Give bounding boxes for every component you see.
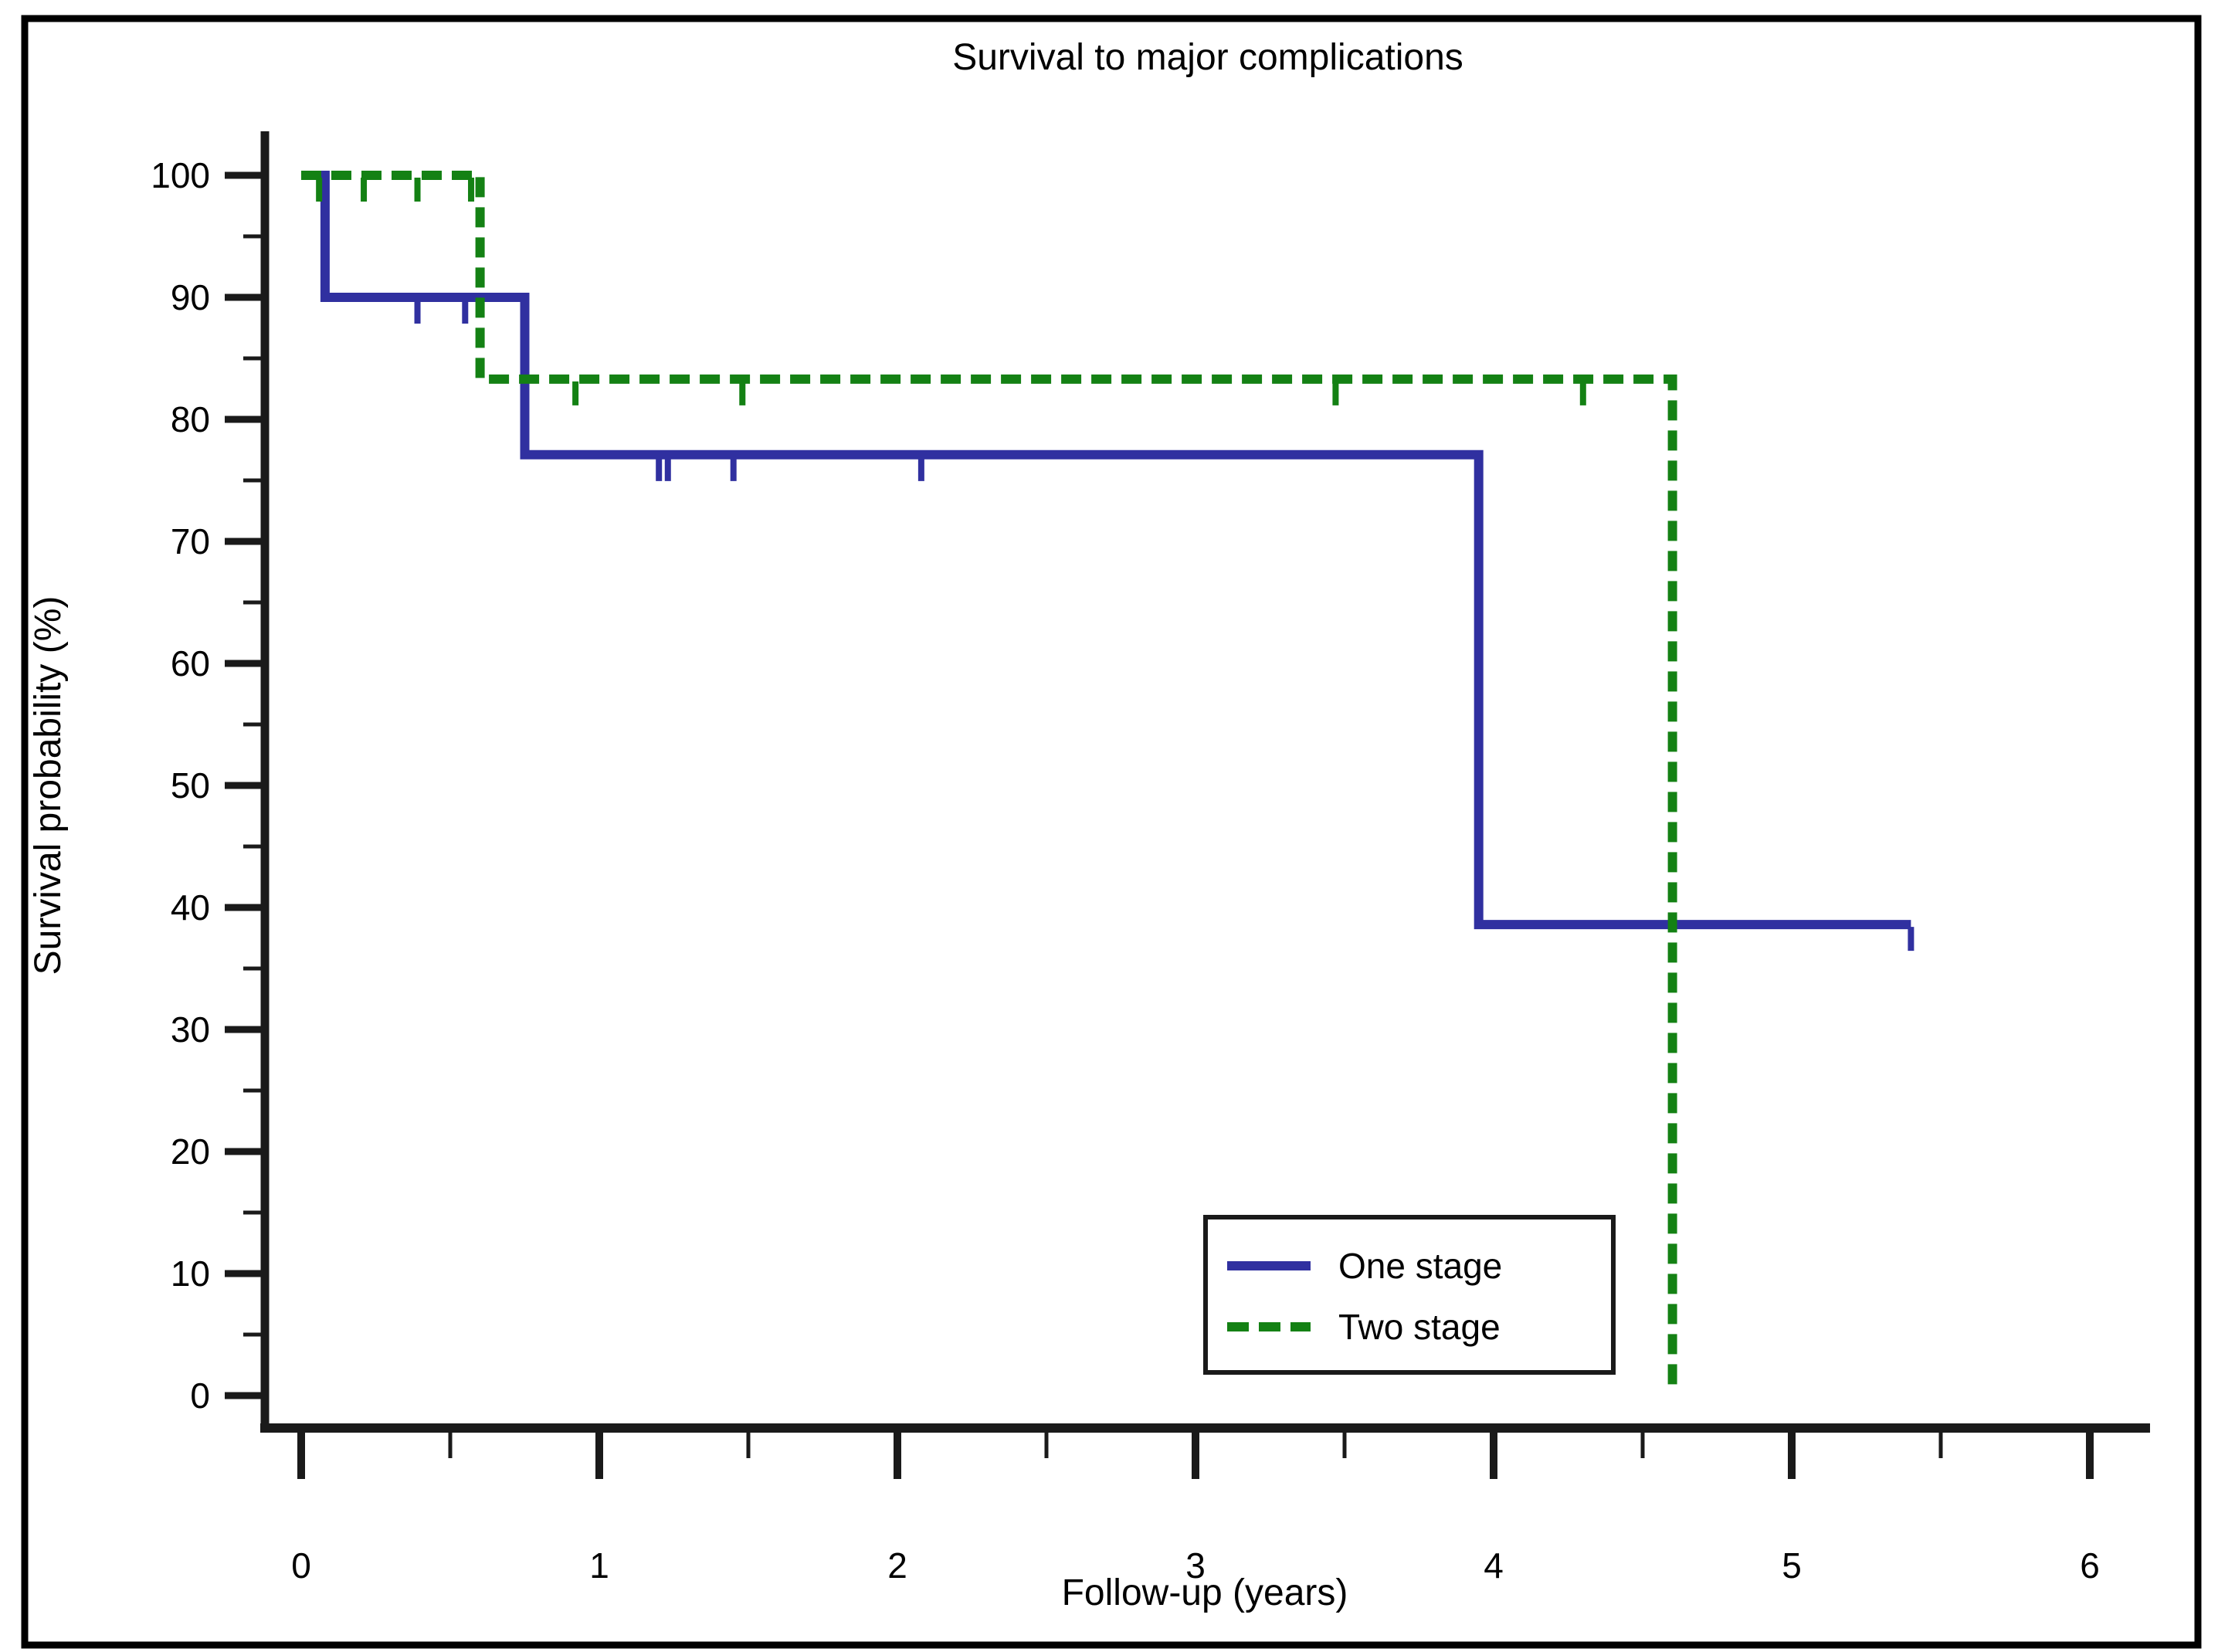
- y-axis-title: Survival probability (%): [28, 596, 69, 975]
- two-stage-curve: [301, 171, 1677, 1390]
- x-tick-label: 6: [2080, 1545, 2100, 1586]
- y-tick-label: 50: [171, 765, 210, 806]
- y-tick-label: 100: [151, 155, 210, 195]
- one-stage-curve: [301, 171, 1911, 930]
- y-tick-label: 40: [171, 887, 210, 928]
- legend-label-one-stage: One stage: [1338, 1246, 1502, 1286]
- x-tick-label: 1: [589, 1545, 609, 1586]
- y-tick-label: 90: [171, 277, 210, 317]
- x-tick-label: 4: [1484, 1545, 1504, 1586]
- survival-curves: [301, 171, 1914, 1390]
- y-tick-label: 30: [171, 1009, 210, 1050]
- figure-border: [21, 15, 2202, 1649]
- x-tick-label: 5: [1782, 1545, 1802, 1586]
- y-tick-label: 70: [171, 521, 210, 561]
- y-tick-label: 80: [171, 399, 210, 439]
- chart-title: Survival to major complications: [952, 37, 1463, 78]
- legend: One stage Two stage: [1203, 1215, 1616, 1375]
- legend-label-two-stage: Two stage: [1338, 1307, 1501, 1347]
- x-tick-label: 0: [291, 1545, 311, 1586]
- y-tick-label: 0: [190, 1376, 210, 1416]
- y-tick-label: 20: [171, 1131, 210, 1172]
- x-tick-label: 2: [887, 1545, 907, 1586]
- x-tick-label: 3: [1185, 1545, 1206, 1586]
- x-axis-title: Follow-up (years): [1062, 1572, 1348, 1613]
- legend-box: [1203, 1215, 1616, 1375]
- y-tick-label: 60: [171, 643, 210, 684]
- y-tick-label: 10: [171, 1253, 210, 1294]
